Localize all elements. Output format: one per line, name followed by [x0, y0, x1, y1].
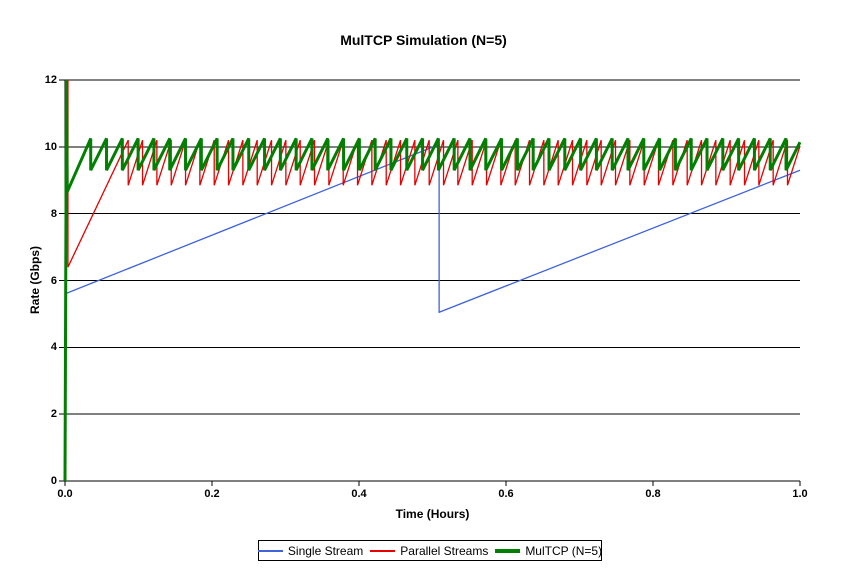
- y-tick-label: 12: [44, 74, 57, 86]
- legend-label: Single Stream: [287, 543, 364, 558]
- legend-item: Parallel Streams: [370, 544, 488, 558]
- x-tick-label: 1.0: [792, 488, 808, 500]
- x-tick-label: 0.8: [645, 488, 661, 500]
- y-tick-label: 8: [50, 207, 57, 220]
- series-line-multcp-n-5: [63, 79, 802, 482]
- y-tick-label: 6: [50, 274, 57, 287]
- legend-item: Single Stream: [257, 543, 364, 558]
- series-line-parallel-streams: [67, 80, 801, 268]
- x-axis-title: Time (Hours): [395, 507, 470, 521]
- legend-line-swatch: [257, 549, 283, 552]
- legend-label: MulTCP (N=5): [525, 543, 603, 558]
- x-tick-label: 0.4: [351, 488, 367, 500]
- x-tick-label: 0.2: [204, 488, 220, 500]
- legend-line-swatch: [370, 549, 396, 552]
- x-tick-label: 0.0: [57, 488, 73, 500]
- legend: Single Stream Parallel Streams MulTCP (N=5…: [257, 540, 602, 561]
- y-tick-label: 0: [50, 475, 57, 487]
- chart-title: MulTCP Simulation (N=5): [340, 32, 507, 48]
- y-tick-label: 2: [50, 408, 57, 421]
- y-tick-label: 4: [50, 341, 57, 354]
- series-line-single-stream: [64, 143, 801, 314]
- x-tick-label: 0.6: [498, 488, 514, 500]
- legend-line-swatch: [495, 548, 521, 553]
- legend-label: Parallel Streams: [400, 543, 489, 558]
- y-tick-label: 10: [44, 140, 57, 153]
- legend-item: MulTCP (N=5): [495, 544, 602, 558]
